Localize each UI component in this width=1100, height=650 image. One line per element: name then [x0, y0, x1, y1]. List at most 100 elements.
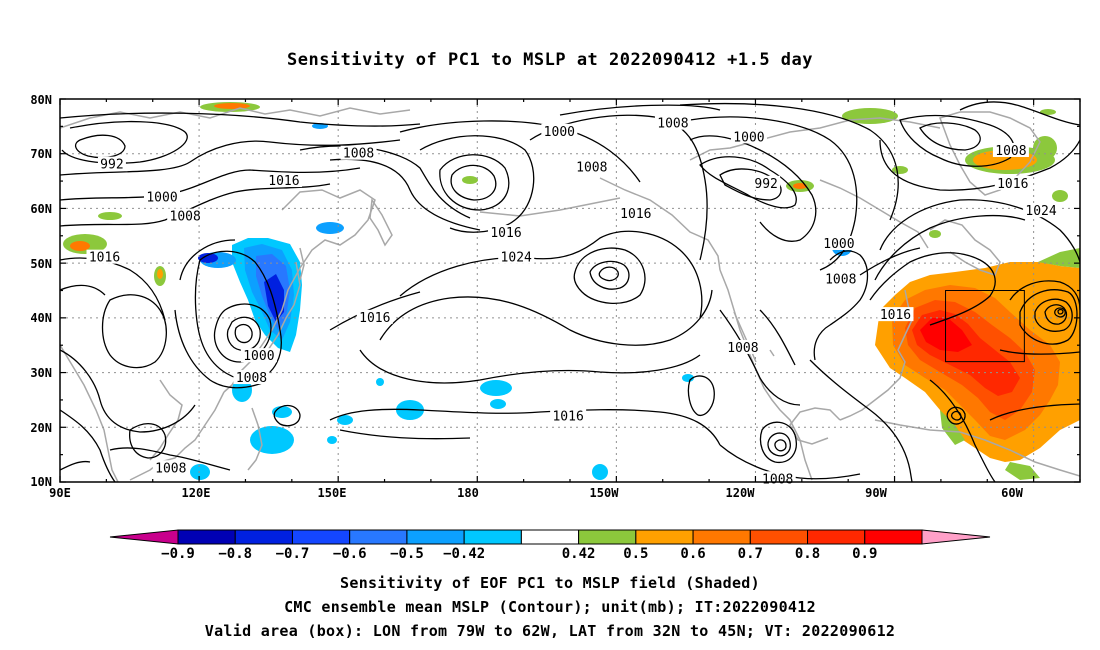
- colorbar-max-arrow: [921, 529, 991, 545]
- lat-label: 70N: [30, 147, 52, 161]
- contour-label-bg: [233, 370, 270, 385]
- contour-line: [273, 404, 301, 427]
- contour-line: [61, 120, 188, 164]
- contour-label: 1008: [825, 273, 856, 288]
- contour-line: [1034, 298, 1073, 332]
- contour-label-bg: [573, 159, 610, 174]
- lon-label: 90E: [49, 486, 71, 500]
- contour-label: 1008: [657, 117, 688, 132]
- contour-line: [759, 309, 796, 366]
- coastline-greenland: [939, 111, 1041, 196]
- valid-area-box: [945, 290, 1025, 363]
- coastline-sakhalin: [299, 247, 305, 281]
- contour-line: [919, 122, 981, 151]
- contour-label: 1000: [544, 125, 575, 140]
- contour-line: [573, 247, 646, 305]
- coastline-indochina: [149, 379, 183, 461]
- colorbar-segment: [807, 529, 866, 545]
- coastline-aleutians: [479, 197, 621, 217]
- contour-line: [60, 349, 196, 433]
- colorbar-label: −0.5: [390, 546, 424, 562]
- contour-label: 1016: [997, 177, 1028, 192]
- colorbar-label: −0.8: [218, 546, 252, 562]
- coastline-caribbean: [874, 419, 961, 433]
- colorbar: −0.9 −0.8 −0.7 −0.6 −0.5 −0.42 0.42 0.5 0.6 0.7 0.…: [109, 529, 991, 562]
- contour-line: [589, 260, 630, 290]
- lat-label: 10N: [30, 475, 52, 489]
- contour-line: [194, 250, 282, 381]
- axis-ticks: [59, 98, 1081, 483]
- lon-label: 150W: [590, 486, 620, 500]
- colorbar-label: −0.42: [443, 546, 485, 562]
- coastline-baja: [733, 311, 757, 363]
- lat-label: 30N: [30, 366, 52, 380]
- contour-label: 1008: [236, 371, 267, 386]
- contour-line: [60, 139, 401, 176]
- contour-line: [60, 183, 331, 227]
- contour-label-bg: [86, 249, 123, 264]
- contour-line: [450, 164, 497, 201]
- contour-label-bg: [1023, 203, 1060, 218]
- colorbar-label: 0.9: [852, 546, 877, 562]
- contour-line: [699, 156, 797, 209]
- contour-line: [60, 460, 91, 471]
- coastline-alaska: [599, 177, 721, 271]
- coastline-south-america: [959, 431, 1080, 477]
- colorbar-min-arrow: [109, 529, 179, 545]
- lon-label: 180: [457, 486, 479, 500]
- contour-line: [109, 447, 231, 471]
- lon-label: 120E: [182, 486, 211, 500]
- contour-line: [598, 266, 619, 282]
- contour-line: [174, 309, 266, 389]
- contour-label-bg: [356, 309, 393, 324]
- coastline-philippines: [247, 407, 263, 471]
- colorbar-label: 0.7: [738, 546, 763, 562]
- colorbar-label: 0.8: [795, 546, 820, 562]
- coastline-india: [60, 344, 119, 482]
- contour-line: [879, 199, 1080, 263]
- contour-label-bg: [550, 408, 587, 423]
- lon-label: 150E: [318, 486, 347, 500]
- contour-line: [946, 406, 966, 425]
- contour-line: [329, 291, 421, 331]
- lat-label: 20N: [30, 421, 52, 435]
- contour-line: [929, 379, 996, 482]
- contour-line: [859, 247, 921, 276]
- sensitivity-shading: [63, 102, 1080, 480]
- contour-line: [809, 359, 913, 482]
- contour-line: [989, 403, 1080, 421]
- contour-line: [439, 154, 510, 211]
- negative-sensitivity-region: [190, 123, 852, 480]
- colorbar-segment: [520, 529, 580, 545]
- contour-label: 1016: [89, 251, 120, 266]
- contour-label: 1008: [170, 210, 201, 225]
- contour-label: 1000: [146, 190, 177, 205]
- coastline-canada-north: [689, 117, 941, 161]
- contour-label-bg: [240, 348, 277, 363]
- contour-label: 1008: [762, 472, 793, 487]
- map-title: Sensitivity of PC1 to MSLP at 2022090412…: [286, 50, 813, 70]
- contour-line: [687, 375, 715, 417]
- contour-label-bg: [617, 205, 654, 220]
- colorbar-label: −0.9: [161, 546, 195, 562]
- contour-line: [60, 167, 361, 201]
- contour-line: [339, 429, 471, 440]
- contour-line: [774, 439, 787, 452]
- colorbar-label: 0.6: [680, 546, 705, 562]
- contour-label: 1024: [1025, 204, 1056, 219]
- contour-label-bg: [820, 235, 857, 250]
- contour-label-bg: [654, 115, 691, 130]
- colorbar-label: 0.5: [623, 546, 648, 562]
- contour-line: [719, 444, 861, 480]
- colorbar-segment: [406, 529, 465, 545]
- coastline-kamchatka: [369, 197, 393, 247]
- latitude-labels: 80N 70N 60N 50N 40N 30N 20N 10N: [30, 93, 52, 489]
- contour-label-bg: [152, 460, 189, 475]
- contour-label: 1016: [620, 207, 651, 222]
- contour-label: 1016: [880, 308, 911, 323]
- coastline-hudson: [819, 179, 929, 249]
- contour-label: 1008: [343, 147, 374, 162]
- contour-line: [679, 102, 899, 221]
- colorbar-segment: [749, 529, 809, 545]
